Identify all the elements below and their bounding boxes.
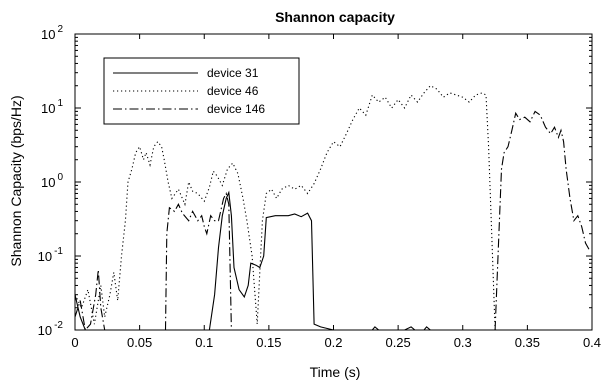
y-tick-label: 10 -1: [38, 246, 64, 264]
legend: device 31 device 46 device 146: [103, 57, 300, 125]
x-tick-label: 0.4: [583, 335, 601, 350]
legend-box: [103, 57, 300, 125]
y-tick-label: 10 1: [41, 98, 63, 116]
x-tick-label: 0.25: [385, 335, 410, 350]
series-group: [74, 85, 592, 332]
x-axis-label: Time (s): [310, 364, 361, 380]
series-line-2: [74, 85, 496, 331]
x-tick-label: 0: [71, 335, 78, 350]
legend-label-2: device 46: [207, 84, 259, 98]
series-line-3: [74, 110, 590, 332]
y-axis-label: Shannon Capacity (bps/Hz): [8, 95, 24, 266]
y-tick-label: 10 -2: [38, 320, 64, 338]
legend-label-3: device 146: [207, 102, 265, 116]
y-tick-label: 10 2: [41, 24, 63, 42]
series-line-1: [74, 190, 592, 331]
x-tick-label: 0.2: [324, 335, 342, 350]
x-tick-label: 0.15: [256, 335, 281, 350]
chart-title: Shannon capacity: [275, 9, 395, 25]
x-tick-label: 0.35: [515, 335, 540, 350]
legend-label-1: device 31: [207, 66, 259, 80]
x-tick-label: 0.1: [195, 335, 213, 350]
x-tick-label: 0.3: [454, 335, 472, 350]
y-tick-label: 10 0: [41, 172, 63, 190]
x-tick-label: 0.05: [127, 335, 152, 350]
